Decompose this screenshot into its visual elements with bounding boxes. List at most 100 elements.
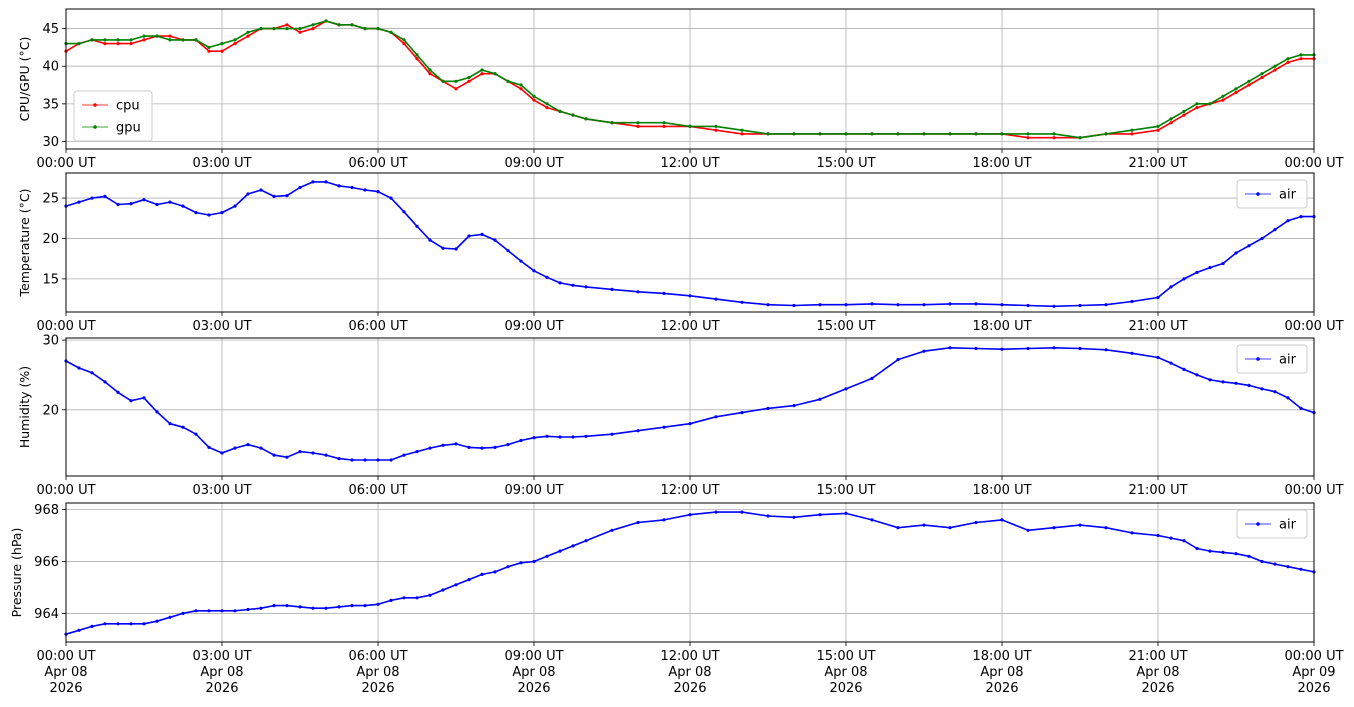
x-tick-label: 18:00 UT: [972, 483, 1031, 498]
data-point: [168, 38, 172, 42]
data-point: [545, 275, 549, 279]
x-tick-label: 15:00 UT: [816, 319, 875, 334]
data-point: [870, 518, 874, 522]
data-point: [766, 514, 770, 518]
data-point: [1208, 549, 1212, 553]
data-point: [207, 213, 211, 217]
data-point: [129, 42, 133, 46]
data-point: [376, 27, 380, 31]
data-point: [207, 45, 211, 50]
data-point: [1260, 387, 1264, 391]
data-point: [1104, 132, 1108, 136]
data-point: [389, 598, 393, 603]
data-point: [662, 124, 666, 128]
data-point: [584, 539, 588, 543]
legend: cpu gpu: [73, 90, 153, 142]
series-cpu: [64, 19, 1316, 140]
data-point: [636, 121, 640, 125]
legend-marker: [1256, 522, 1260, 526]
data-point: [324, 606, 328, 610]
data-point: [389, 30, 393, 34]
data-point: [714, 124, 718, 128]
data-point: [402, 596, 406, 600]
data-point: [428, 72, 432, 76]
data-point: [1052, 346, 1056, 350]
data-point: [1234, 90, 1238, 95]
legend-label: air: [1279, 188, 1297, 203]
data-point: [363, 188, 367, 192]
data-point: [571, 544, 575, 548]
data-point: [519, 87, 523, 91]
data-point: [1208, 378, 1212, 382]
data-point: [1195, 106, 1199, 110]
data-point: [441, 443, 445, 447]
x-date-label: Apr 08: [980, 665, 1023, 680]
data-point: [1221, 550, 1225, 555]
legend-marker: [1256, 192, 1260, 196]
data-point: [1000, 518, 1004, 522]
series-air: [64, 346, 1316, 462]
data-point: [545, 554, 549, 558]
data-point: [116, 622, 120, 626]
data-point: [1026, 528, 1030, 532]
x-year-label: 2026: [673, 681, 706, 696]
data-point: [1221, 261, 1225, 266]
data-point: [1078, 523, 1082, 527]
data-point: [350, 185, 354, 190]
data-point: [1000, 303, 1004, 307]
data-point: [1182, 277, 1186, 281]
x-tick-label: 21:00 UT: [1128, 156, 1187, 171]
data-point: [1208, 102, 1212, 106]
x-tick-label: 09:00 UT: [504, 483, 563, 498]
y-tick-label: 964: [34, 607, 59, 622]
panel-1: 30 35 40 45 CPU/GPU (°C) 00:00 UT 03:00 UT 06:0…: [17, 8, 1344, 171]
series-gpu: [64, 19, 1316, 140]
data-point: [922, 349, 926, 353]
data-point: [1026, 303, 1030, 308]
data-point: [948, 132, 952, 136]
data-point: [168, 615, 172, 619]
data-point: [740, 411, 744, 415]
data-point: [285, 23, 289, 27]
data-point: [311, 451, 315, 455]
data-point: [454, 442, 458, 446]
data-point: [922, 132, 926, 136]
x-date-label: Apr 08: [44, 665, 87, 680]
data-point: [1273, 390, 1277, 394]
data-point: [532, 559, 536, 564]
data-point: [1260, 75, 1264, 80]
data-point: [181, 204, 185, 208]
data-point: [1078, 346, 1082, 351]
data-point: [155, 619, 159, 623]
data-point: [740, 128, 744, 132]
data-point: [545, 102, 549, 106]
data-point: [1286, 396, 1290, 400]
y-tick-label: 15: [42, 272, 59, 287]
data-point: [311, 27, 315, 31]
data-point: [259, 27, 263, 31]
data-point: [103, 380, 107, 384]
x-tick-label: 00:00 UT: [36, 156, 95, 171]
data-point: [532, 436, 536, 440]
data-point: [441, 246, 445, 250]
data-point: [792, 404, 796, 408]
data-point: [402, 453, 406, 457]
data-point: [428, 593, 432, 597]
data-point: [1156, 124, 1160, 128]
data-point: [337, 184, 341, 188]
data-point: [415, 450, 419, 454]
y-axis-label: Humidity (%): [17, 366, 32, 448]
data-point: [1169, 117, 1173, 121]
data-point: [714, 510, 718, 514]
data-point: [90, 371, 94, 375]
data-point: [1247, 244, 1251, 248]
data-point: [376, 458, 380, 462]
data-point: [1273, 228, 1277, 232]
data-point: [688, 422, 692, 426]
data-point: [428, 68, 432, 72]
data-point: [1286, 57, 1290, 61]
data-point: [870, 376, 874, 380]
data-point: [636, 124, 640, 128]
data-point: [532, 94, 536, 98]
